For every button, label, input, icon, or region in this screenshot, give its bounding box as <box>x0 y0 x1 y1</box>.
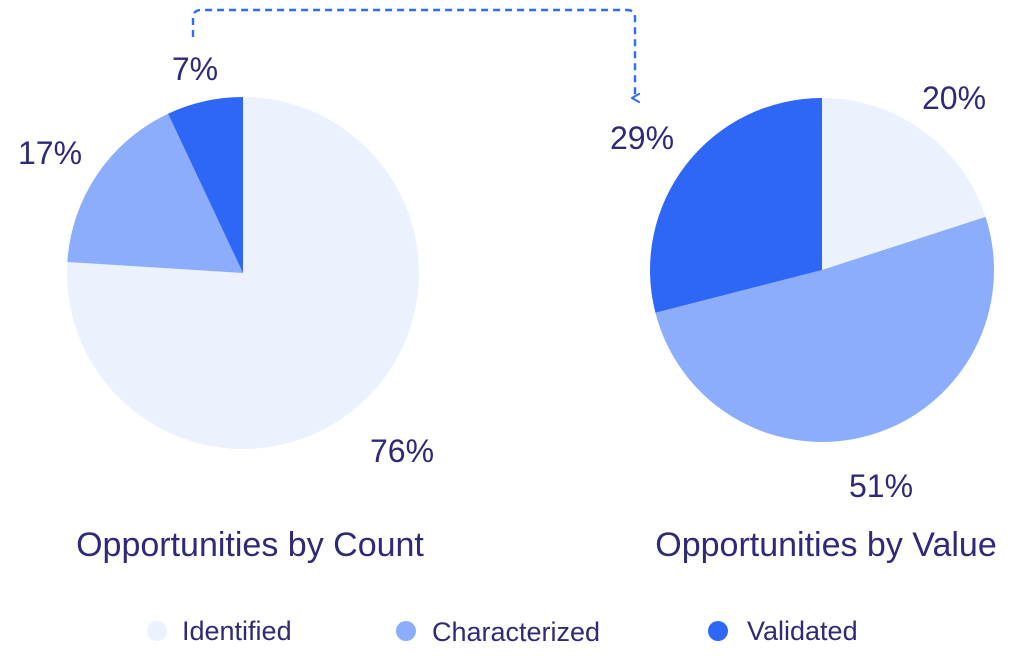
data-label-value-validated: 29% <box>610 120 674 156</box>
pie-slice-value-validated <box>650 98 822 313</box>
legend-item-characterized: Characterized <box>396 617 600 647</box>
pie-opportunities-by-value: 20% 51% 29% <box>610 80 994 504</box>
legend-item-identified: Identified <box>147 616 292 646</box>
data-label-count-validated: 7% <box>172 51 218 87</box>
pie-slice-value-characterized <box>655 216 994 442</box>
legend-label-identified: Identified <box>182 616 292 646</box>
legend-swatch-validated <box>708 621 728 641</box>
pie-slice-value-identified <box>822 98 986 270</box>
pie-opportunities-by-count: 76% 17% 7% <box>18 51 434 469</box>
legend: Identified Characterized Validated <box>147 616 858 647</box>
pie-slice-count-validated <box>168 97 243 273</box>
pie-slice-count-characterized <box>67 113 244 273</box>
data-label-value-characterized: 51% <box>849 468 913 504</box>
legend-swatch-characterized <box>396 621 416 641</box>
legend-label-characterized: Characterized <box>432 617 600 647</box>
data-label-value-identified: 20% <box>922 80 986 116</box>
data-label-count-identified: 76% <box>370 433 434 469</box>
data-label-count-characterized: 17% <box>18 135 82 171</box>
chart-title-value: Opportunities by Value <box>655 526 996 564</box>
pie-slice-count-identified <box>67 97 420 449</box>
legend-item-validated: Validated <box>708 616 858 646</box>
legend-label-validated: Validated <box>747 616 858 646</box>
legend-swatch-identified <box>147 621 167 641</box>
chart-title-count: Opportunities by Count <box>76 526 424 564</box>
connector-arrow <box>191 8 640 103</box>
